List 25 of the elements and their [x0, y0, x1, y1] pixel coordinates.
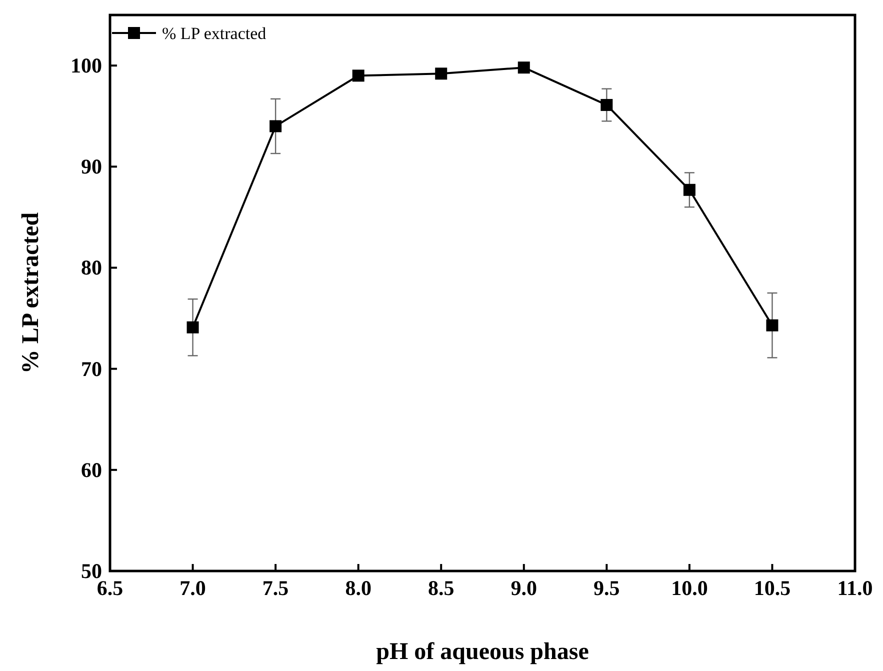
x-tick-label: 7.5 [262, 576, 289, 600]
point [352, 70, 364, 82]
y-tick-label: 80 [81, 256, 102, 280]
point [600, 98, 613, 111]
y-tick-label: 100 [70, 54, 102, 78]
x-tick-label: 8.0 [345, 576, 372, 600]
x-tick-label: 10.5 [754, 576, 791, 600]
point [518, 62, 530, 74]
y-tick-label: 90 [81, 154, 102, 179]
point [186, 321, 199, 334]
x-axis-title: pH of aqueous phase [376, 639, 590, 665]
point [435, 68, 448, 80]
point [683, 184, 696, 196]
x-tick-label: 11.0 [837, 576, 873, 600]
point [766, 319, 778, 332]
y-axis-title: % LP extracted [18, 212, 44, 374]
x-tick-label: 8.5 [428, 576, 454, 600]
x-tick-label: 9.0 [510, 576, 538, 600]
x-tick-label: 7.0 [180, 576, 206, 600]
point [270, 120, 282, 132]
x-tick-label: 10.0 [671, 576, 708, 600]
y-tick-label: 70 [81, 356, 102, 381]
x-tick-label: 9.5 [594, 576, 620, 600]
legend-label: % LP extracted [162, 24, 267, 43]
y-tick-label: 60 [81, 458, 102, 482]
